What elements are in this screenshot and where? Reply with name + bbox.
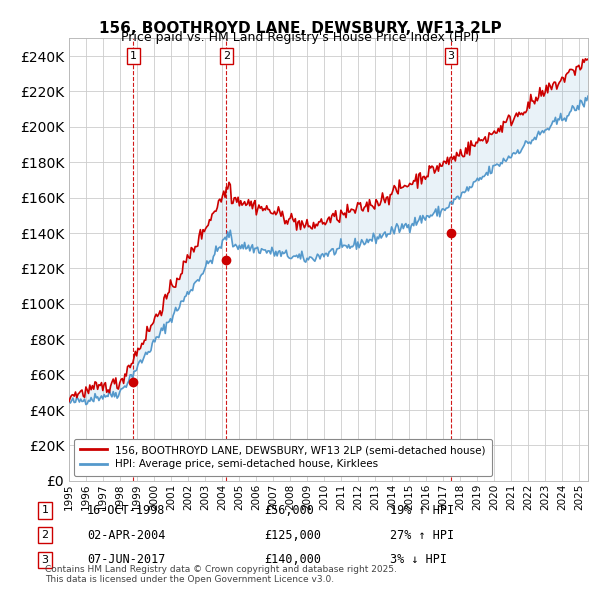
- Text: 16-OCT-1998: 16-OCT-1998: [87, 504, 166, 517]
- Text: 3: 3: [41, 555, 49, 565]
- Text: Contains HM Land Registry data © Crown copyright and database right 2025.
This d: Contains HM Land Registry data © Crown c…: [45, 565, 397, 584]
- Text: 2: 2: [223, 51, 230, 61]
- Text: 19% ↑ HPI: 19% ↑ HPI: [390, 504, 454, 517]
- Text: Price paid vs. HM Land Registry's House Price Index (HPI): Price paid vs. HM Land Registry's House …: [121, 31, 479, 44]
- Text: £140,000: £140,000: [264, 553, 321, 566]
- Text: £125,000: £125,000: [264, 529, 321, 542]
- Text: 27% ↑ HPI: 27% ↑ HPI: [390, 529, 454, 542]
- Text: 3% ↓ HPI: 3% ↓ HPI: [390, 553, 447, 566]
- Legend: 156, BOOTHROYD LANE, DEWSBURY, WF13 2LP (semi-detached house), HPI: Average pric: 156, BOOTHROYD LANE, DEWSBURY, WF13 2LP …: [74, 439, 491, 476]
- Text: 1: 1: [130, 51, 137, 61]
- Text: 3: 3: [448, 51, 454, 61]
- Text: £56,000: £56,000: [264, 504, 314, 517]
- Text: 02-APR-2004: 02-APR-2004: [87, 529, 166, 542]
- Text: 156, BOOTHROYD LANE, DEWSBURY, WF13 2LP: 156, BOOTHROYD LANE, DEWSBURY, WF13 2LP: [98, 21, 502, 35]
- Text: 07-JUN-2017: 07-JUN-2017: [87, 553, 166, 566]
- Text: 2: 2: [41, 530, 49, 540]
- Text: 1: 1: [41, 506, 49, 515]
